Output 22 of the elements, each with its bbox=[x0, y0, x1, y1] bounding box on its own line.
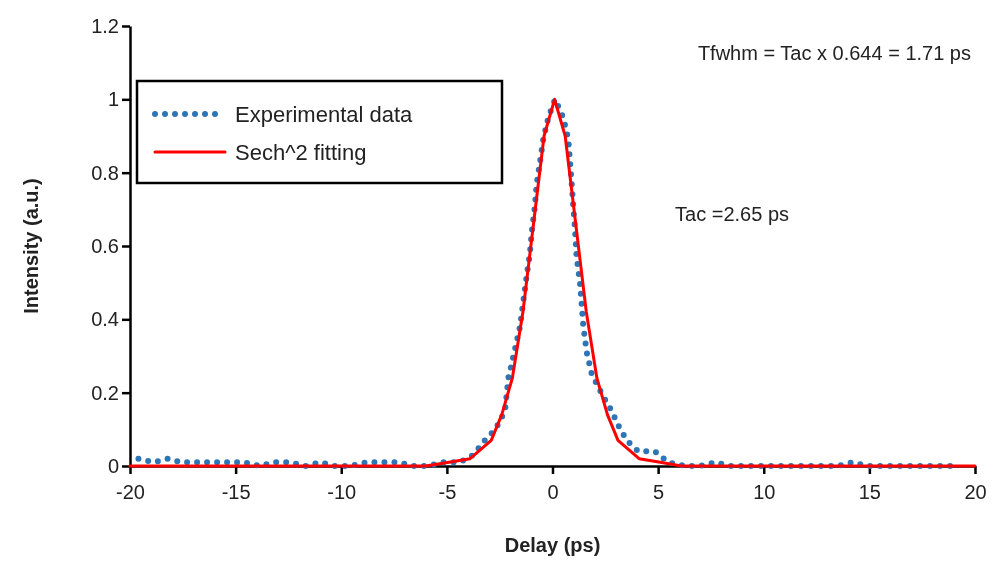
y-tick-label: 1 bbox=[107, 88, 119, 111]
y-tick-label: 0.8 bbox=[91, 161, 119, 184]
x-tick-label: 10 bbox=[753, 481, 776, 503]
x-tick-label: -5 bbox=[438, 481, 457, 503]
annotation: Tac =2.65 ps bbox=[675, 203, 790, 225]
x-tick-label: -20 bbox=[116, 481, 145, 503]
y-tick-label: 0 bbox=[107, 454, 119, 477]
x-tick-label: 20 bbox=[964, 481, 987, 503]
y-axis-title: Intensity (a.u.) bbox=[20, 178, 42, 314]
x-tick-label: 0 bbox=[547, 481, 559, 503]
x-tick-label: -10 bbox=[327, 481, 357, 503]
x-axis-title: Delay (ps) bbox=[504, 534, 601, 556]
y-tick-label: 0.2 bbox=[91, 381, 119, 404]
legend-label: Experimental data bbox=[235, 102, 414, 127]
x-tick-label: 15 bbox=[858, 481, 881, 503]
x-tick-label: -15 bbox=[221, 481, 251, 503]
y-tick-label: 0.6 bbox=[91, 234, 119, 257]
annotation: Tfwhm = Tac x 0.644 = 1.71 ps bbox=[697, 42, 971, 64]
y-tick-label: 1.2 bbox=[91, 14, 119, 37]
legend-label: Sech^2 fitting bbox=[235, 140, 367, 165]
y-tick-label: 0.4 bbox=[91, 308, 119, 331]
x-tick-label: 5 bbox=[653, 481, 665, 503]
